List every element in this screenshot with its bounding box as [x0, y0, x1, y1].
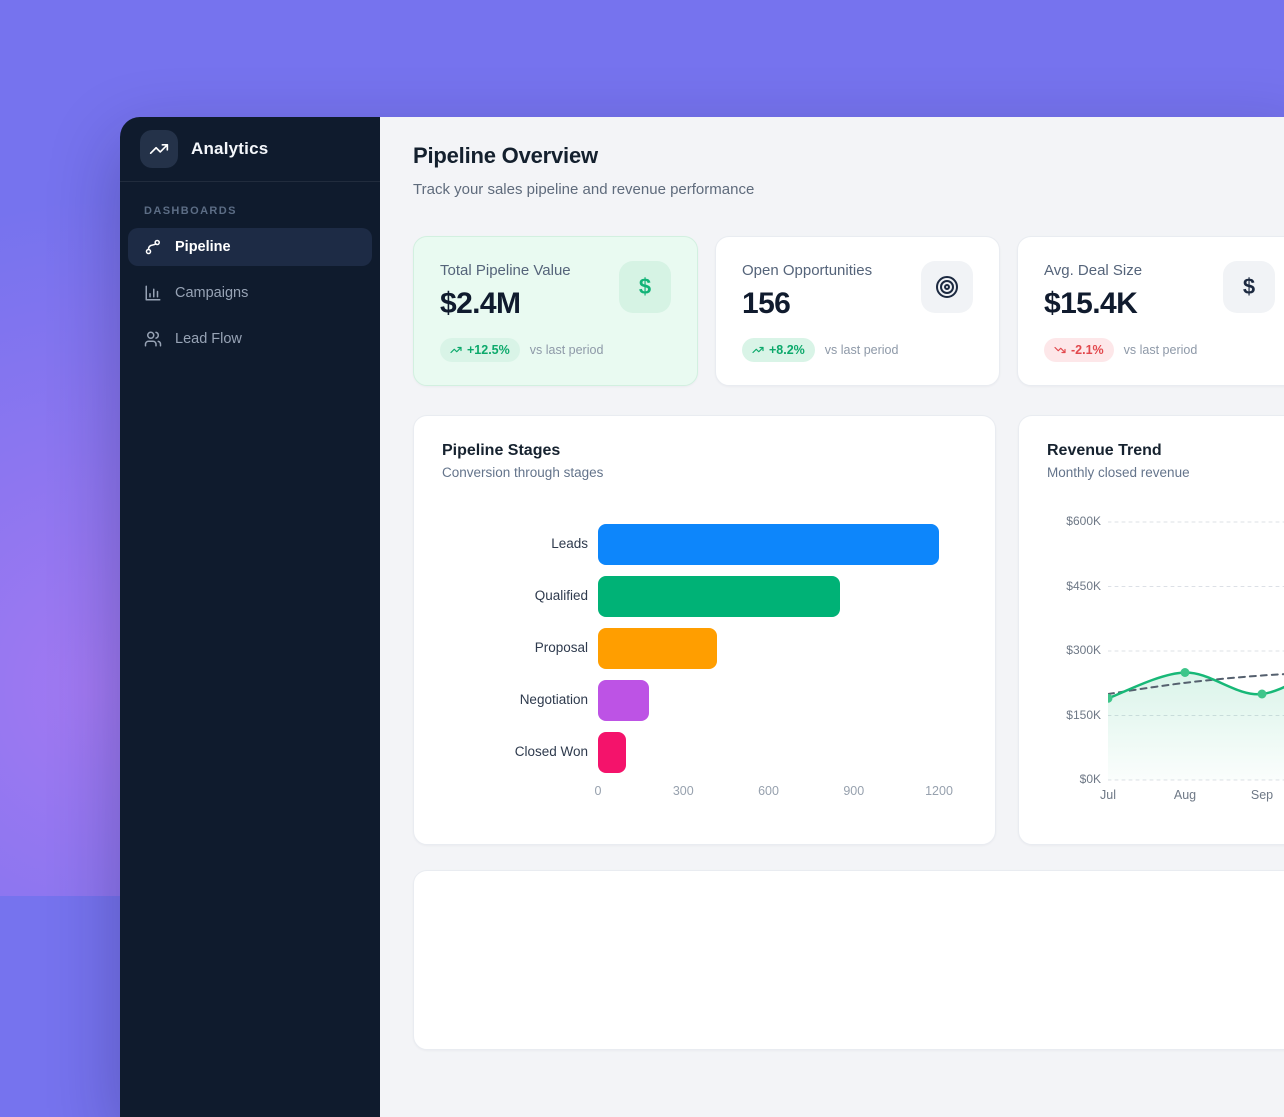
- trending-up-icon: [140, 130, 178, 168]
- revenue-trend-card: Revenue Trend Monthly closed revenue $60…: [1018, 415, 1284, 845]
- sidebar-nav: Pipeline Campaigns Lead Flow: [120, 228, 380, 358]
- dollar-icon: $: [1223, 261, 1275, 313]
- stage-bar-closed-won: [598, 732, 627, 773]
- stat-card-total-pipeline-value: Total Pipeline Value $2.4M +12.5% vs last p…: [413, 236, 698, 386]
- sidebar-item-label: Pipeline: [175, 239, 231, 255]
- bar-row-negotiation: Negotiation: [442, 680, 939, 721]
- sidebar-item-label: Lead Flow: [175, 331, 242, 347]
- bar-label: Proposal: [534, 640, 588, 656]
- stat-cards-row: Total Pipeline Value $2.4M +12.5% vs last p…: [413, 236, 1284, 386]
- x-axis-tick: Jul: [1100, 788, 1116, 802]
- bar-label: Leads: [551, 536, 588, 552]
- bar-chart-icon: [144, 284, 162, 302]
- sidebar-item-pipeline[interactable]: Pipeline: [128, 228, 372, 266]
- stat-card-open-opportunities: Open Opportunities 156 +8.2% vs last period: [715, 236, 1000, 386]
- bar-row-leads: Leads: [442, 524, 939, 565]
- x-axis-tick: 900: [843, 784, 865, 798]
- pipeline-icon: [144, 238, 162, 256]
- y-axis-tick: $300K: [1066, 643, 1101, 657]
- bar-row-closed-won: Closed Won: [442, 732, 939, 773]
- stat-label: Open Opportunities: [742, 262, 873, 279]
- trending-up-icon: [752, 344, 764, 356]
- x-axis-tick: Aug: [1173, 788, 1197, 802]
- stage-bar-proposal: [598, 628, 718, 669]
- sidebar-header: Analytics: [120, 117, 380, 181]
- compare-label: vs last period: [824, 343, 899, 357]
- y-axis-tick: $0K: [1079, 772, 1101, 786]
- app-window: Analytics DASHBOARDS Pipeline Campaigns Le…: [120, 117, 1284, 1117]
- revenue-trend-title: Revenue Trend: [1047, 442, 1162, 459]
- stat-value: 156: [742, 287, 791, 320]
- x-axis-tick: 1200: [925, 784, 953, 798]
- x-axis-tick: Sep: [1250, 788, 1274, 802]
- bar-row-proposal: Proposal: [442, 628, 939, 669]
- compare-label: vs last period: [529, 343, 604, 357]
- users-icon: [144, 330, 162, 348]
- pipeline-stages-title: Pipeline Stages: [442, 442, 561, 459]
- stage-bar-leads: [598, 524, 939, 565]
- stage-bar-qualified: [598, 576, 840, 617]
- stat-label: Avg. Deal Size: [1044, 262, 1143, 279]
- revenue-trend-line-chart: $600K $450K $300K $150K $0K Jul Aug Sep: [1019, 416, 1284, 844]
- revenue-trend-subtitle: Monthly closed revenue: [1047, 465, 1190, 480]
- sidebar: Analytics DASHBOARDS Pipeline Campaigns Le…: [120, 117, 380, 1117]
- target-icon: [921, 261, 973, 313]
- stage-bar-negotiation: [598, 680, 650, 721]
- y-axis-tick: $150K: [1066, 707, 1101, 722]
- app-name: Analytics: [191, 139, 269, 158]
- pipeline-stages-card: Pipeline Stages Conversion through stage…: [413, 415, 996, 845]
- bar-label: Closed Won: [514, 744, 588, 760]
- pipeline-stages-subtitle: Conversion through stages: [442, 465, 604, 480]
- sidebar-item-campaigns[interactable]: Campaigns: [128, 274, 372, 312]
- trending-up-icon: [450, 344, 462, 356]
- compare-label: vs last period: [1123, 343, 1198, 357]
- stat-value: $15.4K: [1044, 287, 1138, 320]
- change-badge: -2.1%: [1044, 338, 1114, 362]
- stat-card-avg-deal-size: Avg. Deal Size $15.4K -2.1% vs last period $: [1017, 236, 1284, 386]
- bar-label: Qualified: [534, 588, 588, 604]
- dollar-icon: $: [619, 261, 671, 313]
- stat-value: $2.4M: [440, 287, 521, 320]
- sidebar-divider: [120, 181, 380, 182]
- bar-label: Negotiation: [519, 692, 588, 708]
- sidebar-item-lead-flow[interactable]: Lead Flow: [128, 320, 372, 358]
- y-axis-tick: $600K: [1066, 514, 1101, 528]
- stat-label: Total Pipeline Value: [440, 262, 571, 279]
- main-content: Pipeline Overview Track your sales pipel…: [380, 117, 1284, 1117]
- sidebar-section-label: DASHBOARDS: [144, 205, 237, 217]
- pipeline-stages-bar-chart: Leads Qualified Proposal Negotiation Closed …: [442, 524, 939, 773]
- change-badge: +12.5%: [440, 338, 520, 362]
- y-axis-tick: $450K: [1066, 578, 1101, 593]
- x-axis-tick: 0: [594, 784, 602, 798]
- bar-row-qualified: Qualified: [442, 576, 939, 617]
- change-badge: +8.2%: [742, 338, 815, 362]
- bottom-card: [413, 870, 1284, 1050]
- page-subtitle: Track your sales pipeline and revenue pe…: [413, 181, 755, 198]
- page-title: Pipeline Overview: [413, 143, 598, 168]
- pipeline-stages-x-axis: 0 300 600 900 1200: [442, 784, 953, 802]
- line-chart-canvas: [1103, 512, 1284, 817]
- x-axis-tick: 300: [672, 784, 694, 798]
- sidebar-item-label: Campaigns: [175, 285, 249, 301]
- x-axis-tick: 600: [758, 784, 779, 798]
- trending-down-icon: [1054, 344, 1066, 356]
